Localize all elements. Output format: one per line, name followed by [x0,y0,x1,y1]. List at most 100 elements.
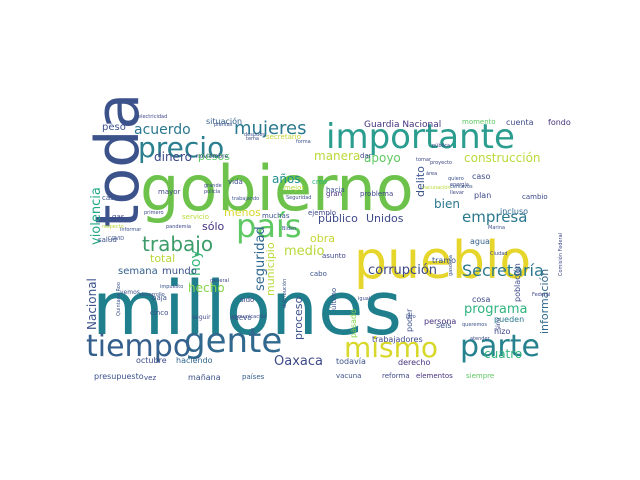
word-135: gasolina [448,255,454,276]
word-69: tramo [432,256,456,265]
word-123: quiero [448,176,464,182]
word-128: plantas [214,122,233,128]
word-65: persona [424,317,456,326]
word-83: mejor [284,184,304,192]
word-10: precio [138,131,224,164]
word-39: mundo [162,266,197,277]
word-54: vacuna [336,372,361,380]
word-100: población [512,263,522,302]
word-115: Ciudad [490,251,507,257]
word-59: haciendo [176,356,213,365]
word-15: empresa [462,208,527,226]
word-106: COVID [108,236,124,242]
word-72: plan [474,191,491,200]
word-105: respecto [102,224,124,230]
word-74: caso [472,172,490,181]
word-41: peso [102,122,126,133]
word-119: Quintana Roo [116,282,122,316]
word-67: pueden [494,315,524,324]
word-137: litro [406,314,416,320]
word-87: muchas [262,212,290,220]
word-49: fondo [548,118,571,127]
word-133: después [244,131,265,138]
word-118: comunicación [232,313,267,320]
word-77: último [330,288,338,310]
word-51: presupuesto [94,372,144,381]
word-17: violencia [89,187,104,245]
word-132: pública [432,142,450,149]
word-42: pesos [198,150,230,163]
word-117: impuesto [160,284,183,290]
word-27: hecho [188,281,225,295]
word-53: países [242,373,265,381]
word-35: delito [414,166,427,197]
word-129: vacunación [422,184,451,191]
word-124: energía [450,181,469,188]
word-104: desarrollo [140,292,165,298]
word-140: Comisión Federal [557,233,564,276]
word-55: reforma [382,372,410,380]
word-103: secretario [266,133,301,141]
word-33: apoyo [364,151,401,165]
word-71: agua [470,237,490,246]
word-36: cuatro [484,347,522,361]
word-108: primero [144,210,164,216]
word-85: problema [360,190,393,198]
word-113: trabajando [232,196,259,202]
word-1: gobierno [140,152,414,225]
word-6: parte [460,329,540,364]
word-8: mismo [344,331,438,364]
word-13: Secretaría [462,261,544,280]
word-0: millones [92,266,402,352]
word-96: dar [360,152,372,160]
word-64: poder [405,308,414,332]
word-5: gente [184,321,282,361]
word-28: proceso [292,296,305,340]
word-76: asunto [322,252,346,260]
word-22: información [538,269,551,334]
word-130: tomar [416,157,432,163]
word-125: llevar [450,190,465,196]
word-31: sólo [202,220,225,233]
word-56: elementos [416,372,453,380]
word-29: medio [284,244,325,259]
word-90: noviembre [196,153,228,160]
word-95: seguir [192,314,211,321]
word-66: seis [436,321,451,330]
word-40: dinero [154,150,192,164]
word-14: corrupción [368,263,437,278]
word-9: país [236,207,301,245]
word-70: cosa [472,295,490,304]
word-62: trabajadores [372,335,423,344]
word-110: Seguridad [286,195,311,201]
word-61: derecho [398,358,431,367]
word-138: igual [358,296,370,302]
word-60: todavía [336,357,366,366]
word-47: situación [206,116,242,126]
word-11: trabajo [142,232,213,256]
word-48: cuenta [506,118,534,127]
word-84: gran [326,190,342,198]
word-4: importante [326,117,515,157]
word-139: distribución [281,279,288,308]
word-21: construcción [464,151,541,165]
word-88: servicio [182,213,209,221]
word-63: pasado [349,309,358,338]
word-58: octubre [136,356,167,365]
word-12: mujeres [234,118,306,139]
word-102: electricidad [138,114,167,120]
word-68: hizo [494,327,510,336]
word-134: sino [495,317,502,330]
word-57: siempre [466,372,494,380]
word-50: momento [462,118,496,126]
word-18: seguridad [253,226,268,291]
word-16: acuerdo [134,122,191,138]
word-73: incluso [500,207,528,216]
word-136: atender [470,336,491,342]
word-101: cambio [522,193,548,201]
word-81: baja [152,294,167,302]
word-141: queremos [462,322,487,328]
word-94: vemos [120,289,140,296]
word-79: nuevo [230,314,252,322]
word-75: cabo [310,270,327,278]
